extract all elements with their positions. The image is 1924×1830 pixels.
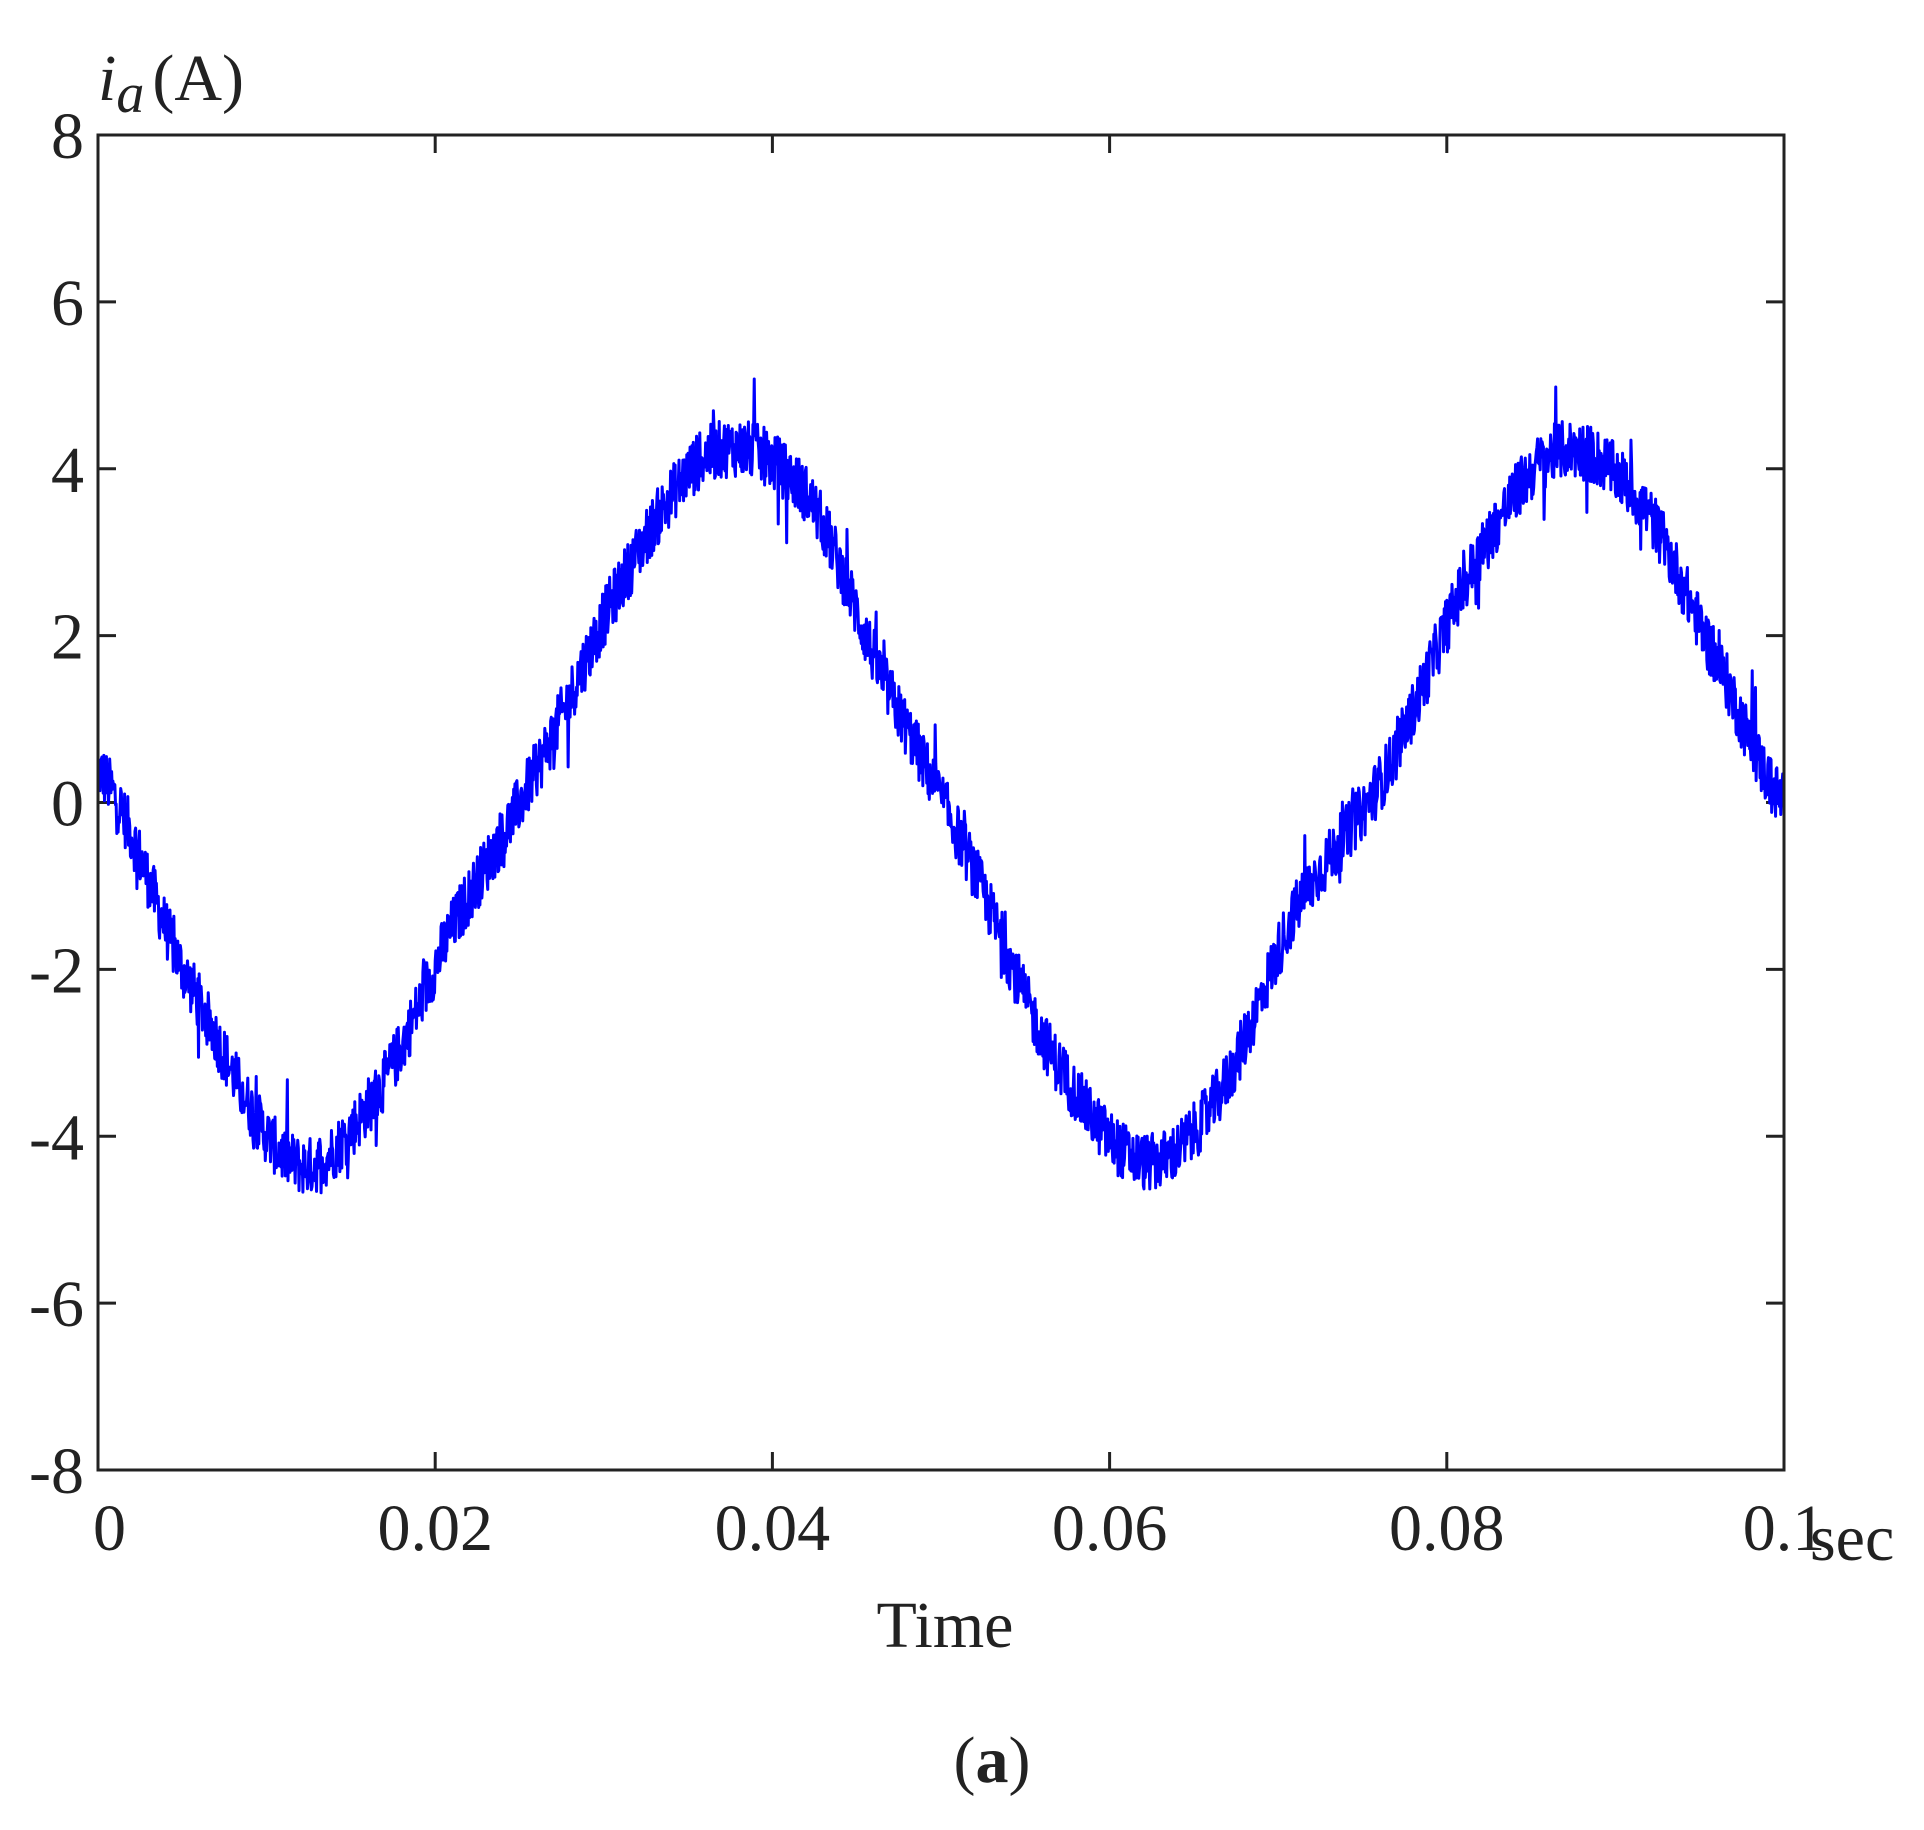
x-tick-label: 0.1 [1743, 1492, 1826, 1565]
y-tick-label: 0 [51, 768, 84, 841]
panel-label: (a) [954, 1724, 1031, 1797]
x-tick-label: 0.04 [715, 1492, 831, 1565]
y-tick-label: 2 [51, 601, 84, 674]
y-tick-label: -8 [29, 1435, 84, 1508]
y-tick-label: -6 [29, 1268, 84, 1341]
panel-label-letter: a [976, 1724, 1009, 1797]
y-axis-title: ia (A) [98, 42, 244, 125]
y-tick-label: -2 [29, 934, 84, 1007]
axes-frame [96, 133, 1786, 1472]
panel-label-open: ( [954, 1724, 976, 1797]
tick-labels: 0 0.02 0.04 0.06 0.08 0.1 -8 -6 -4 -2 0 2 4 6 8 [29, 100, 1825, 1565]
x-axis-unit: sec [1810, 1502, 1894, 1575]
x-tick-label: 0.06 [1052, 1492, 1168, 1565]
x-tick-label: 0.08 [1389, 1492, 1505, 1565]
x-axis-title: Time [877, 1589, 1014, 1662]
x-tick-label: 0 [93, 1492, 126, 1565]
y-tick-label: -4 [29, 1101, 84, 1174]
panel-label-close: ) [1009, 1724, 1031, 1797]
y-tick-label: 4 [51, 434, 84, 507]
axes-box [96, 133, 1786, 1472]
series-line [96, 377, 1786, 1195]
y-axis-unit: (A) [152, 42, 244, 115]
y-axis-subscript: a [116, 63, 144, 125]
plot-area [96, 377, 1786, 1195]
x-tick-label: 0.02 [377, 1492, 493, 1565]
y-axis-symbol: i [98, 42, 116, 115]
y-tick-label: 6 [51, 267, 84, 340]
y-tick-label: 8 [51, 100, 84, 173]
